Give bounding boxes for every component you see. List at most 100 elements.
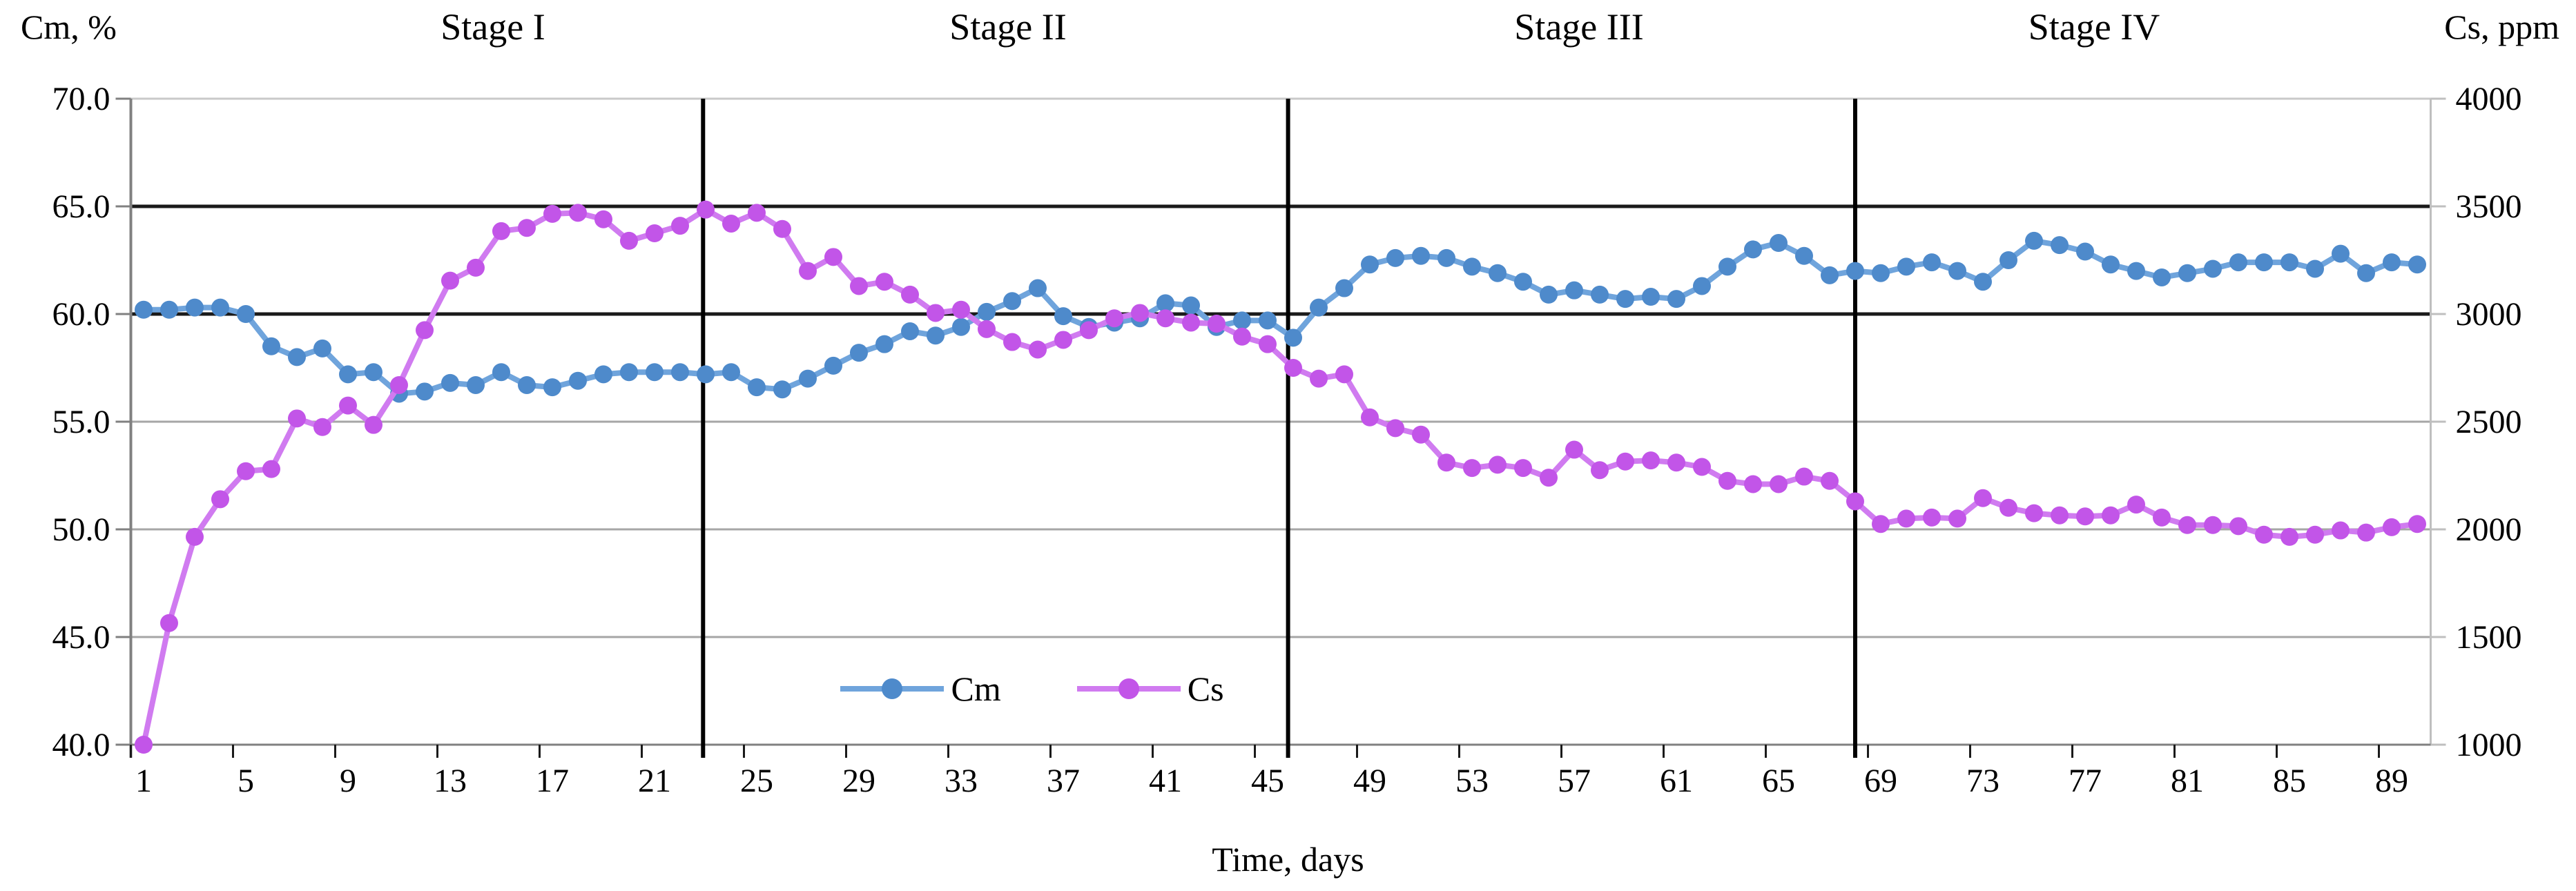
right-axis-tick-label: 4000 [2456, 81, 2522, 117]
series-marker-cs [2076, 507, 2094, 526]
series-marker-cs [594, 210, 612, 228]
series-marker-cs [1565, 440, 1583, 459]
series-marker-cm [2255, 253, 2273, 272]
series-marker-cs [390, 375, 408, 394]
series-marker-cm [1897, 257, 1915, 276]
x-axis-tick-label: 9 [340, 763, 356, 799]
x-axis-tick-label: 53 [1455, 763, 1489, 799]
series-marker-cm [1386, 248, 1404, 267]
series-marker-cs [2357, 523, 2375, 542]
series-marker-cs [2127, 496, 2145, 514]
series-marker-cm [1565, 281, 1583, 300]
series-marker-cm [620, 363, 638, 382]
series-marker-cs [748, 204, 766, 222]
series-marker-cs [1718, 471, 1736, 490]
series-marker-cm [2127, 262, 2145, 280]
series-marker-cs [1310, 369, 1328, 388]
series-marker-cm [1463, 257, 1481, 276]
series-marker-cm [2178, 264, 2196, 282]
series-marker-cm [2204, 260, 2222, 278]
series-marker-cm [1310, 298, 1328, 317]
series-marker-cs [237, 462, 255, 480]
x-axis-tick-label: 41 [1149, 763, 1182, 799]
series-marker-cs [722, 214, 740, 233]
series-marker-cs [1923, 508, 1941, 527]
right-axis-title: Cs, ppm [2444, 8, 2559, 46]
series-marker-cs [1131, 304, 1149, 322]
series-marker-cs [1233, 327, 1251, 346]
series-marker-cm [1029, 279, 1047, 297]
x-axis-tick-label: 77 [2069, 763, 2102, 799]
series-marker-cm [135, 300, 153, 319]
right-axis-tick-label: 3500 [2456, 188, 2522, 225]
x-axis-tick-label: 65 [1762, 763, 1795, 799]
left-axis-tick-label: 45.0 [52, 619, 110, 656]
series-marker-cs [1182, 313, 1200, 332]
series-marker-cm [1718, 257, 1736, 276]
series-marker-cs [875, 273, 893, 291]
cs-line-marker-icon [1076, 675, 1181, 703]
series-marker-cm [2229, 253, 2247, 272]
series-marker-cs [2332, 521, 2350, 540]
series-marker-cm [1616, 290, 1634, 309]
series-marker-cm [1999, 251, 2017, 269]
series-marker-cm [2076, 242, 2094, 261]
series-marker-cm [1923, 253, 1941, 272]
series-marker-cs [646, 224, 664, 242]
stage-label-3: Stage III [1514, 6, 1644, 48]
series-marker-cs [773, 219, 791, 238]
series-marker-cm [824, 356, 842, 375]
series-marker-cs [416, 321, 434, 340]
series-marker-cm [186, 298, 204, 317]
series-marker-cm [1974, 273, 1992, 291]
series-marker-cs [2306, 525, 2324, 544]
series-marker-cm [799, 369, 817, 388]
x-axis-tick-label: 49 [1353, 763, 1386, 799]
series-marker-cs [1003, 333, 1021, 351]
series-marker-cm [1795, 246, 1813, 265]
series-marker-cs [1208, 315, 1226, 333]
series-marker-cs [1437, 453, 1455, 472]
legend-label-cm: Cm [951, 669, 1001, 708]
series-marker-cm [518, 375, 536, 394]
series-marker-cm [1054, 307, 1072, 326]
x-axis-tick-label: 25 [740, 763, 773, 799]
series-marker-cm [1156, 294, 1174, 313]
series-marker-cs [1412, 425, 1430, 444]
series-marker-cm [543, 378, 561, 397]
series-marker-cm [2280, 253, 2298, 272]
series-marker-cs [1744, 475, 1762, 493]
series-marker-cs [927, 304, 945, 322]
series-marker-cm [1335, 279, 1353, 297]
series-marker-cm [722, 363, 740, 382]
stage-label-2: Stage II [949, 6, 1067, 48]
series-marker-cs [518, 219, 536, 237]
series-marker-cm [569, 371, 587, 390]
x-axis-tick-label: 73 [1966, 763, 1999, 799]
series-marker-cm [2153, 268, 2171, 286]
series-marker-cs [671, 217, 689, 235]
series-marker-cm [160, 300, 178, 319]
x-axis-tick-label: 85 [2273, 763, 2306, 799]
legend-label-cs: Cs [1187, 669, 1224, 708]
series-marker-cm [441, 373, 459, 392]
series-marker-cm [1948, 262, 1966, 280]
x-axis-title: Time, days [1212, 840, 1364, 879]
series-marker-cs [1386, 419, 1404, 438]
series-marker-cm [211, 298, 229, 317]
series-marker-cm [467, 375, 485, 394]
stage-label-4: Stage IV [2028, 6, 2160, 48]
series-marker-cs [2102, 506, 2120, 525]
series-marker-cm [1003, 292, 1021, 311]
series-marker-cs [441, 271, 459, 290]
series-marker-cm [2051, 236, 2069, 255]
series-marker-cs [1514, 459, 1532, 478]
x-axis-tick-label: 45 [1251, 763, 1284, 799]
series-marker-cm [2025, 231, 2043, 250]
series-marker-cm [952, 317, 970, 336]
series-marker-cm [1642, 288, 1660, 306]
series-marker-cs [543, 204, 561, 223]
series-marker-cm [1540, 285, 1558, 304]
series-marker-cs [1846, 492, 1864, 511]
series-marker-cm [365, 363, 382, 382]
